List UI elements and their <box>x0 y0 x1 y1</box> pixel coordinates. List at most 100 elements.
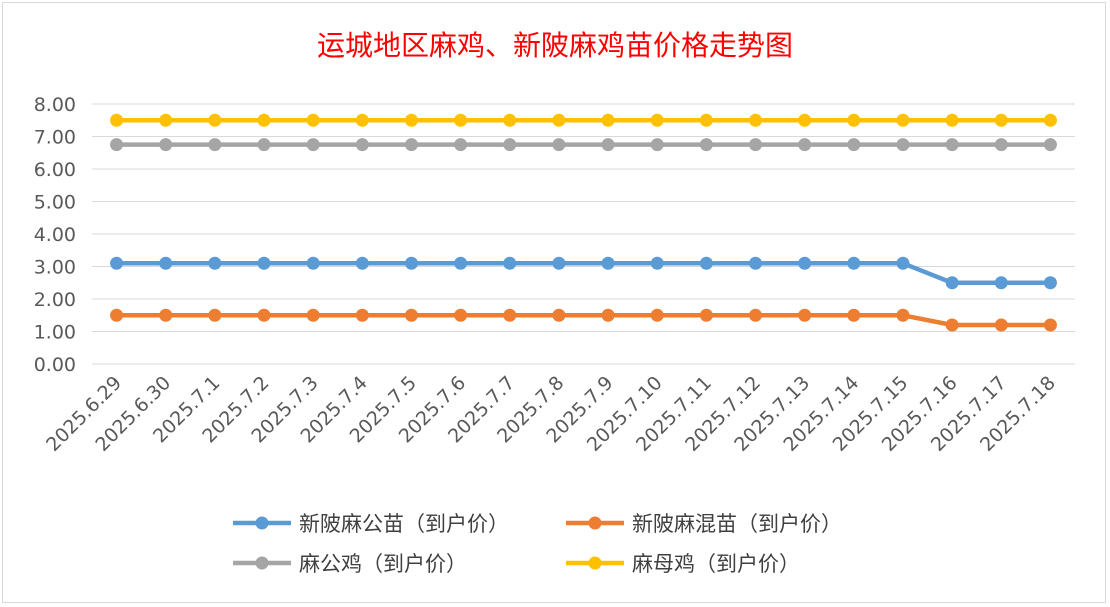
data-point <box>699 113 713 127</box>
data-point <box>601 138 615 152</box>
data-point <box>355 113 369 127</box>
data-point <box>208 113 222 127</box>
data-point <box>503 308 517 322</box>
y-tick-label: 8.00 <box>34 94 76 116</box>
legend: 新陂麻公苗（到户价） 新陂麻混苗（到户价） 麻公鸡（到户价） 麻母鸡（到户价） <box>233 512 842 576</box>
data-point <box>306 256 320 270</box>
data-point <box>847 113 861 127</box>
data-point <box>798 308 812 322</box>
data-point <box>257 138 271 152</box>
data-point <box>208 138 222 152</box>
y-tick-label: 5.00 <box>34 192 76 214</box>
data-point <box>503 256 517 270</box>
data-point <box>404 138 418 152</box>
series <box>110 113 1057 127</box>
data-point <box>798 256 812 270</box>
data-point <box>1043 113 1057 127</box>
data-point <box>749 308 763 322</box>
legend-item: 新陂麻公苗（到户价） <box>233 512 509 536</box>
legend-label: 麻母鸡（到户价） <box>632 552 800 576</box>
data-point <box>159 308 173 322</box>
data-point <box>601 113 615 127</box>
data-point <box>454 308 468 322</box>
data-point <box>749 256 763 270</box>
data-point <box>159 256 173 270</box>
y-tick-label: 7.00 <box>34 127 76 149</box>
legend-swatch-marker <box>588 556 602 570</box>
data-point <box>257 308 271 322</box>
data-point <box>1043 318 1057 332</box>
data-point <box>601 256 615 270</box>
data-point <box>699 256 713 270</box>
data-point <box>355 308 369 322</box>
legend-item: 麻母鸡（到户价） <box>566 552 800 576</box>
data-point <box>404 113 418 127</box>
series-line <box>114 313 1053 328</box>
data-point <box>159 113 173 127</box>
series-line <box>114 261 1053 286</box>
data-point <box>1043 138 1057 152</box>
y-tick-label: 2.00 <box>34 289 76 311</box>
data-point <box>552 113 566 127</box>
legend-label: 新陂麻混苗（到户价） <box>632 512 842 536</box>
data-point <box>355 256 369 270</box>
series <box>110 256 1057 290</box>
data-point <box>650 138 664 152</box>
data-point <box>552 138 566 152</box>
legend-item: 新陂麻混苗（到户价） <box>566 512 842 536</box>
data-point <box>208 308 222 322</box>
data-point <box>896 308 910 322</box>
y-tick-label: 3.00 <box>34 257 76 279</box>
data-point <box>798 113 812 127</box>
data-point <box>699 138 713 152</box>
data-point <box>454 256 468 270</box>
legend-swatch-marker <box>588 516 602 530</box>
legend-item: 麻公鸡（到户价） <box>233 552 467 576</box>
data-point <box>159 138 173 152</box>
data-point <box>503 113 517 127</box>
y-tick-label: 0.00 <box>34 354 76 376</box>
y-axis-labels: 0.00 1.00 2.00 3.00 4.00 5.00 6.00 7.00 8.00 <box>34 94 76 376</box>
series <box>110 308 1057 332</box>
legend-label: 麻公鸡（到户价） <box>299 552 467 576</box>
chart-title: 运城地区麻鸡、新陂麻鸡苗价格走势图 <box>317 29 793 62</box>
series-lines <box>110 113 1057 332</box>
data-point <box>847 256 861 270</box>
legend-swatch-marker <box>255 556 269 570</box>
data-point <box>699 308 713 322</box>
data-point <box>110 113 124 127</box>
y-tick-label: 1.00 <box>34 322 76 344</box>
data-point <box>896 138 910 152</box>
data-point <box>749 113 763 127</box>
x-axis-labels: 2025.6.292025.6.302025.7.12025.7.22025.7… <box>42 372 1060 456</box>
data-point <box>994 318 1008 332</box>
data-point <box>257 256 271 270</box>
data-point <box>994 113 1008 127</box>
data-point <box>404 308 418 322</box>
data-point <box>110 256 124 270</box>
data-point <box>749 138 763 152</box>
data-point <box>945 276 959 290</box>
data-point <box>650 113 664 127</box>
data-point <box>552 256 566 270</box>
data-point <box>454 113 468 127</box>
data-point <box>306 138 320 152</box>
data-point <box>208 256 222 270</box>
data-point <box>404 256 418 270</box>
y-tick-label: 4.00 <box>34 224 76 246</box>
data-point <box>503 138 517 152</box>
data-point <box>355 138 369 152</box>
data-point <box>257 113 271 127</box>
data-point <box>994 276 1008 290</box>
data-point <box>994 138 1008 152</box>
data-point <box>945 138 959 152</box>
gridlines <box>92 103 1075 365</box>
legend-swatch-marker <box>255 516 269 530</box>
data-point <box>896 256 910 270</box>
data-point <box>945 318 959 332</box>
data-point <box>945 113 959 127</box>
data-point <box>650 256 664 270</box>
data-point <box>306 308 320 322</box>
